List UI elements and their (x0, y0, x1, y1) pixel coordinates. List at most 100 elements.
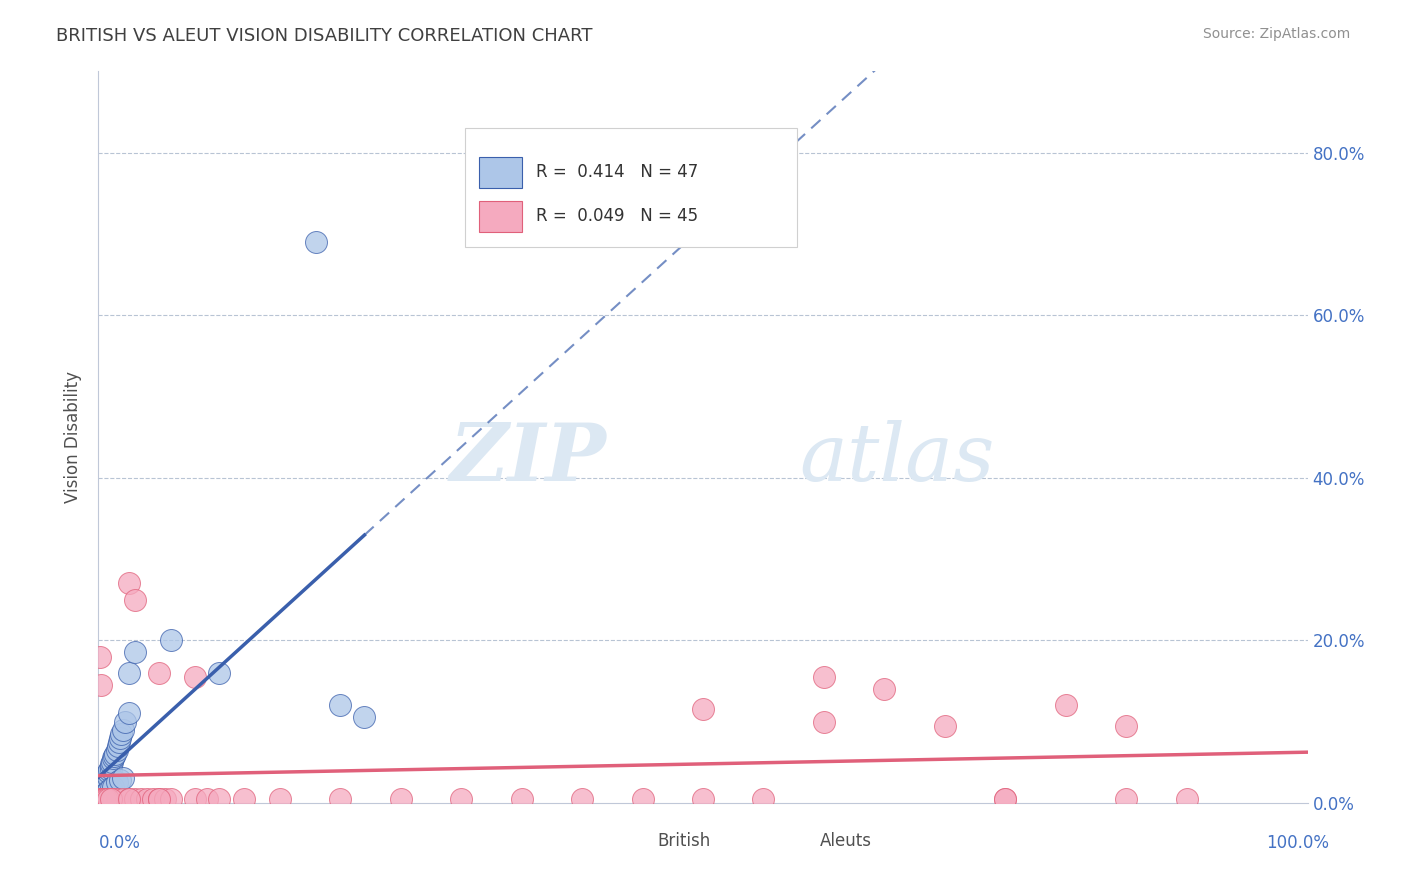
Point (89, 791, 111, 805)
Point (208, 791, 231, 805)
Point (91, 781, 114, 796)
Point (118, 665, 141, 680)
Point (195, 791, 218, 805)
Point (96, 772, 118, 787)
Point (118, 791, 141, 805)
Point (97, 770, 120, 784)
Point (208, 665, 231, 680)
Point (111, 772, 134, 786)
Point (90, 678, 112, 692)
Text: BRITISH VS ALEUT VISION DISABILITY CORRELATION CHART: BRITISH VS ALEUT VISION DISABILITY CORRE… (56, 27, 593, 45)
Point (1175, 791, 1198, 805)
Point (103, 748, 125, 763)
Point (91, 786, 114, 800)
Point (108, 731, 131, 745)
Point (353, 710, 375, 724)
Point (135, 791, 157, 805)
Point (571, 791, 593, 805)
Point (93, 791, 115, 805)
Point (91, 791, 114, 805)
Point (98, 764, 121, 778)
Text: R =  0.049   N = 45: R = 0.049 N = 45 (536, 207, 699, 226)
Point (1054, 698, 1077, 713)
Point (111, 723, 134, 737)
Point (91, 783, 114, 797)
Point (994, 791, 1017, 805)
Point (692, 791, 714, 805)
Point (813, 714, 835, 729)
Point (104, 747, 127, 761)
Point (389, 791, 412, 805)
Point (94, 772, 117, 786)
Point (93, 780, 115, 794)
Point (184, 791, 207, 805)
Point (100, 756, 122, 771)
Point (91, 791, 114, 805)
Point (329, 698, 352, 713)
Point (692, 702, 714, 716)
Point (97, 764, 120, 779)
Point (118, 576, 141, 591)
Y-axis label: Vision Disability: Vision Disability (65, 371, 83, 503)
Point (97, 791, 120, 805)
FancyBboxPatch shape (606, 829, 645, 858)
Point (89, 791, 111, 805)
Point (813, 670, 835, 684)
Point (93, 788, 115, 802)
Point (100, 762, 122, 776)
Point (96, 767, 118, 781)
Point (91, 789, 114, 804)
Point (97, 783, 120, 797)
Point (1115, 791, 1137, 805)
FancyBboxPatch shape (465, 128, 797, 247)
Point (329, 791, 352, 805)
Point (752, 791, 775, 805)
Point (142, 791, 165, 805)
FancyBboxPatch shape (769, 829, 808, 858)
Point (305, 235, 328, 249)
Point (124, 791, 146, 805)
Text: Aleuts: Aleuts (820, 832, 872, 850)
Point (631, 791, 654, 805)
Point (129, 791, 152, 805)
Point (93, 791, 115, 805)
Point (873, 681, 896, 696)
Point (107, 739, 129, 753)
Text: 100.0%: 100.0% (1265, 834, 1329, 852)
Point (153, 791, 176, 805)
Text: R =  0.414   N = 47: R = 0.414 N = 47 (536, 163, 699, 181)
Point (510, 791, 533, 805)
Point (90, 789, 112, 804)
Point (148, 665, 170, 680)
Point (450, 791, 472, 805)
Point (108, 735, 131, 749)
Point (118, 791, 141, 805)
Point (108, 772, 131, 787)
Point (100, 755, 122, 769)
Text: 0.0%: 0.0% (98, 834, 141, 852)
Point (101, 791, 124, 805)
Point (94, 786, 117, 800)
Point (148, 791, 170, 805)
Text: Source: ZipAtlas.com: Source: ZipAtlas.com (1202, 27, 1350, 41)
Point (105, 775, 128, 789)
Point (100, 791, 122, 805)
Point (100, 781, 122, 796)
Point (160, 633, 183, 648)
Point (118, 706, 141, 721)
Point (94, 778, 117, 792)
Point (934, 718, 956, 732)
Point (93, 775, 115, 789)
Point (111, 791, 134, 805)
Point (101, 780, 124, 794)
Point (101, 751, 124, 765)
Point (91, 791, 114, 805)
Point (91, 791, 114, 805)
Point (105, 791, 128, 805)
Point (124, 645, 146, 659)
Point (89, 649, 111, 664)
FancyBboxPatch shape (479, 202, 522, 232)
Text: atlas: atlas (800, 420, 995, 498)
Point (114, 714, 136, 729)
Point (124, 592, 146, 607)
